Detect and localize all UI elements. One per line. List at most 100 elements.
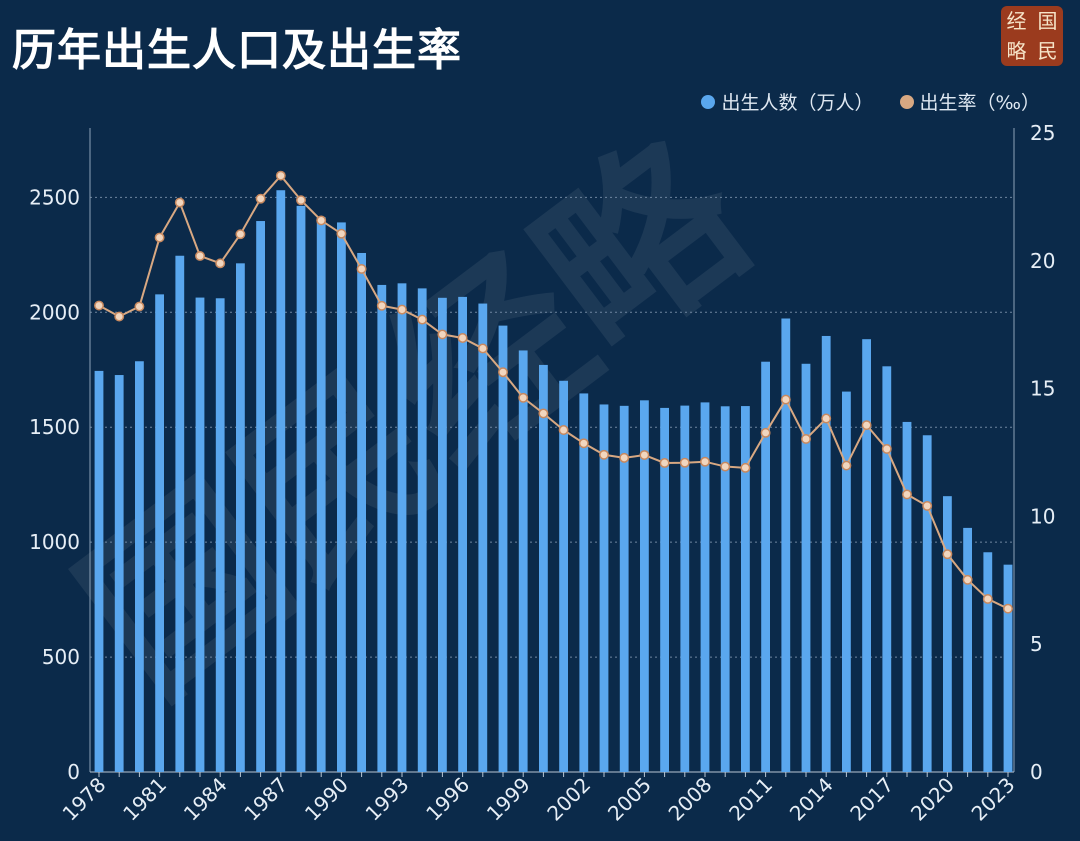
birth-rate-point-1994	[417, 314, 428, 325]
birth-rate-point-2012	[780, 394, 791, 405]
x-tick-label: 2002	[542, 773, 595, 826]
bar-2013	[801, 363, 811, 772]
birth-rate-point-2006	[659, 458, 670, 468]
publisher-seal-logo: 经 国 略 民	[1001, 6, 1063, 66]
bar-2002	[579, 393, 589, 772]
bar-2008	[700, 402, 710, 772]
y-right-tick-label: 10	[1030, 504, 1055, 528]
birth-rate-point-1988	[296, 195, 306, 206]
bar-1982	[175, 255, 185, 772]
legend-label-births: 出生人数（万人）	[721, 92, 874, 114]
x-tick-label: 1993	[361, 773, 414, 826]
birth-rate-point-2023	[1003, 603, 1013, 614]
y-right-tick-label: 5	[1030, 632, 1043, 656]
bar-1996	[458, 296, 467, 772]
bar-1990	[337, 222, 346, 772]
birth-rate-point-2003	[599, 449, 609, 460]
bar-1993	[397, 283, 407, 772]
birth-rate-point-1993	[397, 304, 407, 315]
birth-rate-point-1999	[518, 392, 529, 403]
birth-rate-point-2020	[942, 549, 953, 560]
bar-2021	[963, 527, 972, 772]
birth-rate-point-2015	[841, 460, 852, 471]
birth-rate-point-1998	[498, 367, 508, 378]
bar-2003	[599, 404, 609, 772]
birth-rate-point-1997	[477, 343, 488, 354]
birth-rate-point-2017	[881, 443, 892, 454]
x-tick-label: 2008	[664, 773, 717, 826]
birth-rate-point-2004	[619, 452, 630, 463]
y-right-tick-label: 15	[1030, 377, 1055, 401]
bar-2020	[943, 496, 952, 772]
y-left-tick-label: 1500	[29, 415, 80, 439]
seal-char: 经	[1006, 9, 1027, 33]
bar-2001	[559, 380, 568, 772]
x-tick-label: 1999	[482, 773, 535, 826]
bar-1999	[518, 350, 528, 772]
bar-2009	[720, 406, 730, 772]
x-tick-label: 2017	[845, 773, 898, 826]
y-right-tick-label: 0	[1030, 760, 1043, 784]
bar-2014	[821, 335, 831, 772]
birth-rate-point-1991	[356, 264, 367, 274]
birth-rate-point-1982	[174, 197, 185, 208]
birth-rate-point-1980	[134, 301, 145, 312]
x-tick-label: 1978	[58, 773, 111, 826]
seal-char: 民	[1037, 39, 1058, 63]
x-tick-label: 2020	[906, 773, 959, 826]
bar-1988	[296, 205, 306, 773]
legend-item-births: 出生人数（万人）	[701, 88, 874, 115]
bar-2006	[660, 407, 669, 772]
birth-rate-point-1989	[316, 215, 327, 226]
birth-rate-point-1983	[195, 250, 205, 261]
birth-rate-point-1996	[457, 333, 468, 343]
bar-1979	[114, 375, 124, 772]
birth-rate-point-2008	[700, 456, 710, 467]
birth-rate-point-1987	[275, 170, 286, 181]
birth-rate-point-1985	[235, 229, 246, 240]
y-left-tick-label: 1000	[29, 530, 80, 554]
birth-rate-point-2005	[639, 450, 650, 461]
birth-rate-point-1978	[94, 300, 104, 311]
bar-2016	[862, 339, 871, 772]
bar-1985	[236, 263, 245, 772]
bar-2012	[781, 318, 791, 772]
bar-2015	[842, 391, 851, 772]
bar-1992	[377, 284, 387, 772]
bar-2010	[741, 406, 750, 772]
y-right-tick-label: 20	[1030, 249, 1055, 273]
x-tick-label: 1990	[300, 773, 353, 826]
birth-rate-point-2002	[578, 438, 589, 449]
x-tick-label: 2023	[967, 773, 1020, 826]
bar-1995	[438, 297, 447, 772]
seal-char: 略	[1006, 39, 1027, 63]
bar-1980	[135, 361, 144, 772]
legend-marker-birth-rate	[899, 94, 914, 109]
legend-item-birth-rate: 出生率（‰）	[899, 88, 1040, 115]
birth-rate-point-1979	[114, 311, 125, 322]
birth-rate-point-2019	[922, 500, 933, 511]
birth-rate-point-2001	[558, 425, 569, 435]
bar-2005	[640, 400, 649, 772]
birth-rate-point-1984	[215, 258, 226, 269]
birth-rate-point-2000	[538, 408, 549, 419]
birth-rate-point-1990	[336, 228, 347, 239]
birth-rate-point-2018	[902, 489, 912, 500]
birth-rate-point-2007	[679, 457, 690, 468]
bar-1986	[256, 221, 265, 772]
x-tick-label: 2011	[724, 773, 777, 826]
x-tick-label: 2014	[785, 773, 838, 826]
x-tick-label: 1981	[118, 773, 171, 826]
bar-2019	[922, 435, 932, 772]
watermark-text: 国民经略	[43, 99, 787, 736]
x-tick-label: 1996	[421, 773, 474, 826]
birth-rate-point-1986	[255, 193, 266, 204]
birth-rate-point-1995	[437, 329, 448, 340]
legend-marker-births	[701, 94, 716, 109]
x-tick-label: 1987	[239, 773, 292, 826]
y-left-tick-label: 2500	[29, 185, 80, 209]
x-tick-label: 2005	[603, 773, 656, 826]
bar-1989	[316, 217, 326, 773]
seal-char: 国	[1037, 9, 1058, 33]
bar-1997	[478, 303, 488, 772]
